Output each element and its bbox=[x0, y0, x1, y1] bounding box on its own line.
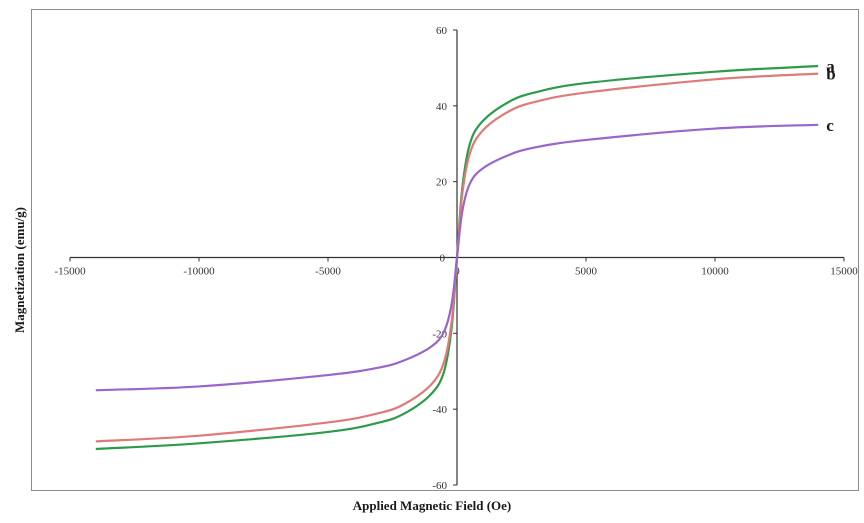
series-curves bbox=[95, 64, 819, 451]
series-label-a: a bbox=[826, 57, 835, 76]
y-axis-title: Magnetization (emu/g) bbox=[12, 190, 28, 350]
series-labels: ab c bbox=[826, 57, 835, 135]
tick-labels: -15000 -10000 -5000 0 5000 10000 15000-60-40-2… bbox=[54, 25, 858, 490]
x-tick-label: 10000 bbox=[701, 266, 729, 278]
x-tick-label: -10000 bbox=[183, 266, 215, 278]
y-tick-label: 0 bbox=[440, 253, 446, 265]
y-tick-label: -60 bbox=[432, 480, 447, 490]
x-tick-label: 15000 bbox=[830, 266, 858, 278]
magnetization-chart: -15000 -10000 -5000 0 5000 10000 15000-60-40-2… bbox=[54, 25, 858, 490]
x-tick-label: 5000 bbox=[575, 266, 598, 278]
chart-frame: -15000 -10000 -5000 0 5000 10000 15000 -60 -40 -2… bbox=[31, 9, 859, 491]
y-tick-label: 40 bbox=[436, 101, 448, 113]
y-tick-label: 60 bbox=[436, 25, 448, 37]
series-curve-c bbox=[95, 123, 819, 392]
x-tick-label: 0 bbox=[454, 266, 460, 278]
series-label-c: c bbox=[826, 116, 834, 135]
y-axis-title-text: Magnetization (emu/g) bbox=[12, 206, 27, 334]
x-tick-label: -5000 bbox=[315, 266, 341, 278]
y-tick-label: 20 bbox=[436, 177, 448, 189]
y-tick-label: -40 bbox=[432, 404, 447, 416]
x-tick-label: -15000 bbox=[54, 266, 86, 278]
series-label-b: b bbox=[826, 65, 835, 84]
x-axis-title: Applied Magnetic Field (Oe) bbox=[352, 498, 512, 513]
